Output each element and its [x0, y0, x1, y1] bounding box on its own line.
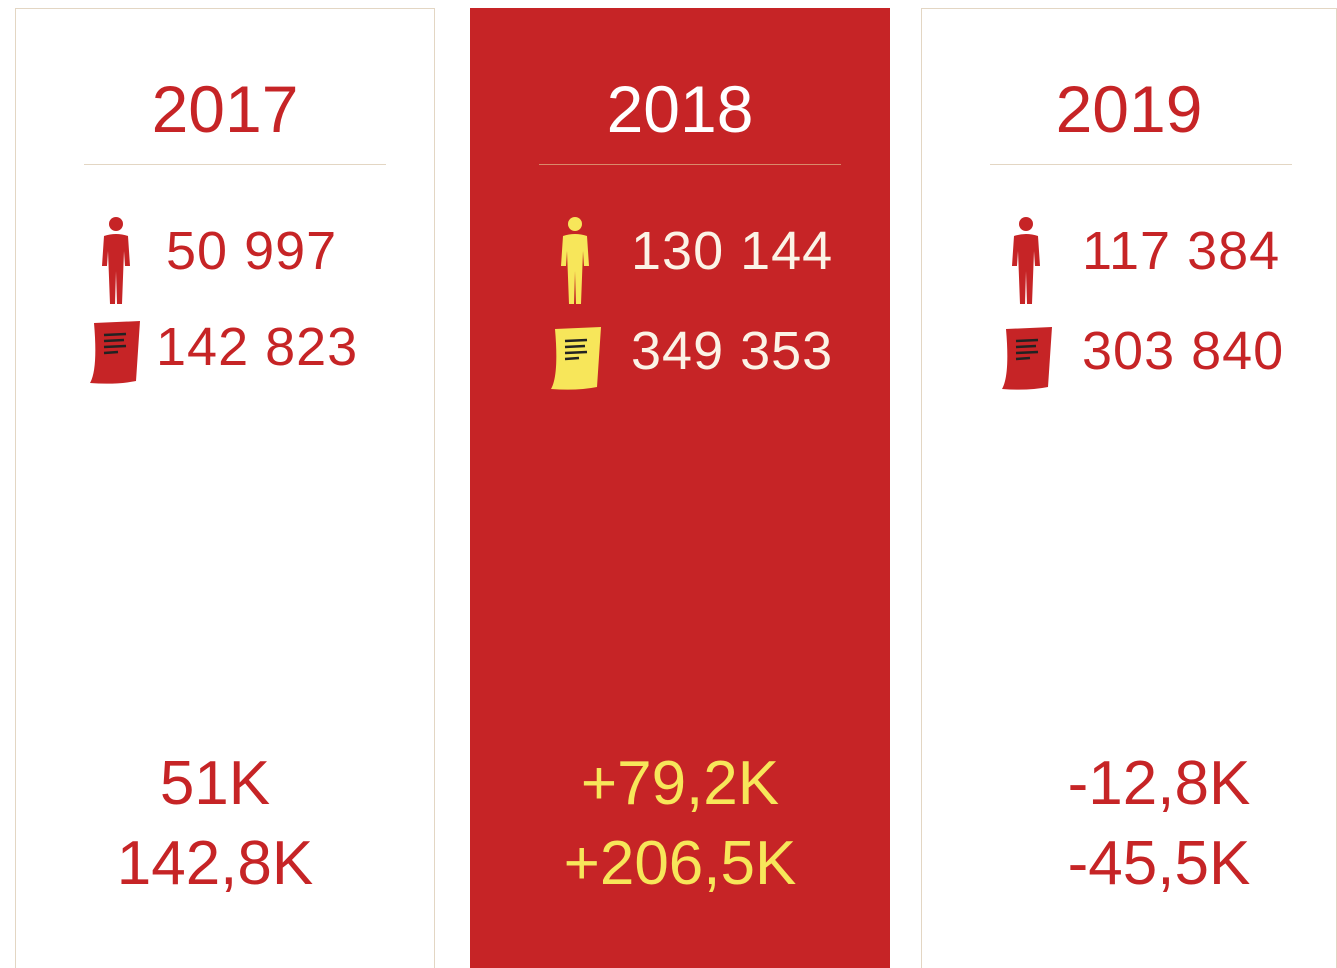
people-count: 130 144	[631, 221, 834, 281]
document-icon	[86, 319, 142, 392]
year-card: 2019 117 384 303 840 -12,8K -45,5K	[921, 8, 1337, 968]
documents-count: 349 353	[631, 321, 834, 381]
year: 2019	[1055, 72, 1203, 146]
separator	[84, 164, 386, 165]
people-count: 117 384	[1082, 221, 1281, 281]
person-icon	[1008, 216, 1044, 311]
person-icon	[557, 216, 593, 311]
person-icon	[98, 216, 134, 311]
document-icon	[547, 325, 603, 398]
year: 2017	[151, 72, 299, 146]
separator	[539, 164, 841, 165]
separator	[990, 164, 1292, 165]
year-card: 2018 130 144 349 353 +79,2K +206,5K	[470, 8, 890, 968]
documents-count: 142 823	[156, 317, 359, 377]
people-count: 50 997	[166, 221, 338, 281]
people-change: -12,8K	[1067, 749, 1251, 818]
people-change: +79,2K	[580, 749, 780, 818]
year-card: 2017 50 997 142 823 51K 142,8K	[15, 8, 435, 968]
year: 2018	[606, 72, 754, 146]
document-icon	[998, 325, 1054, 398]
documents-change: 142,8K	[116, 829, 314, 898]
documents-change: -45,5K	[1067, 829, 1251, 898]
people-change: 51K	[159, 749, 271, 818]
documents-change: +206,5K	[563, 829, 797, 898]
documents-count: 303 840	[1082, 321, 1285, 381]
